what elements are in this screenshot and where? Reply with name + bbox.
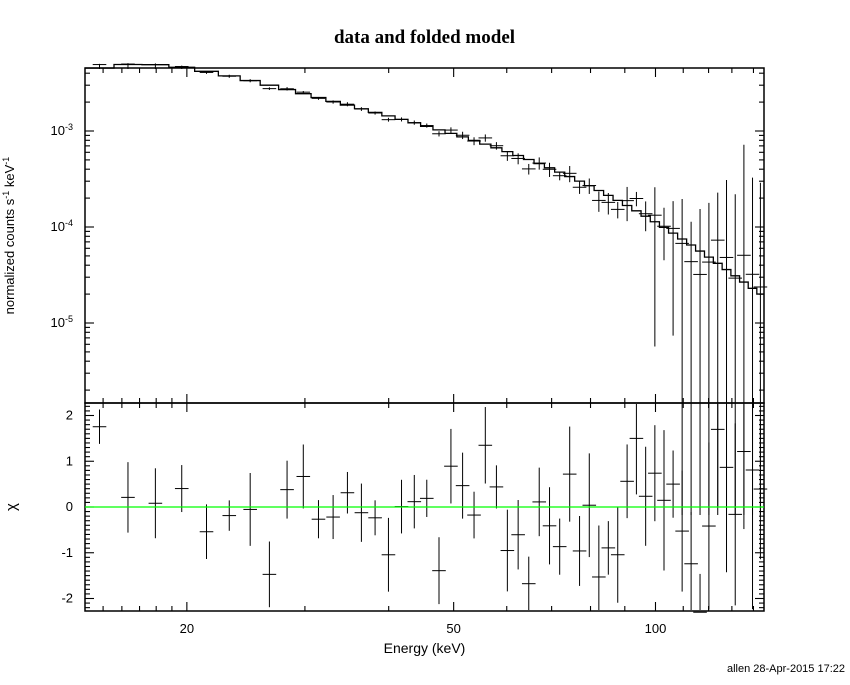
svg-text:1: 1 xyxy=(66,453,73,468)
svg-text:-2: -2 xyxy=(61,591,73,606)
svg-text:allen 28-Apr-2015 17:22: allen 28-Apr-2015 17:22 xyxy=(727,663,845,675)
svg-text:-1: -1 xyxy=(61,545,73,560)
svg-text:Energy (keV): Energy (keV) xyxy=(384,640,466,656)
svg-text:normalized counts s-1 keV-1: normalized counts s-1 keV-1 xyxy=(1,157,17,315)
svg-text:100: 100 xyxy=(645,621,667,636)
svg-text:2: 2 xyxy=(66,408,73,423)
svg-text:χ: χ xyxy=(3,503,20,511)
svg-text:20: 20 xyxy=(180,621,194,636)
svg-text:data and folded model: data and folded model xyxy=(334,27,515,48)
svg-text:0: 0 xyxy=(66,499,73,514)
svg-text:50: 50 xyxy=(446,621,460,636)
